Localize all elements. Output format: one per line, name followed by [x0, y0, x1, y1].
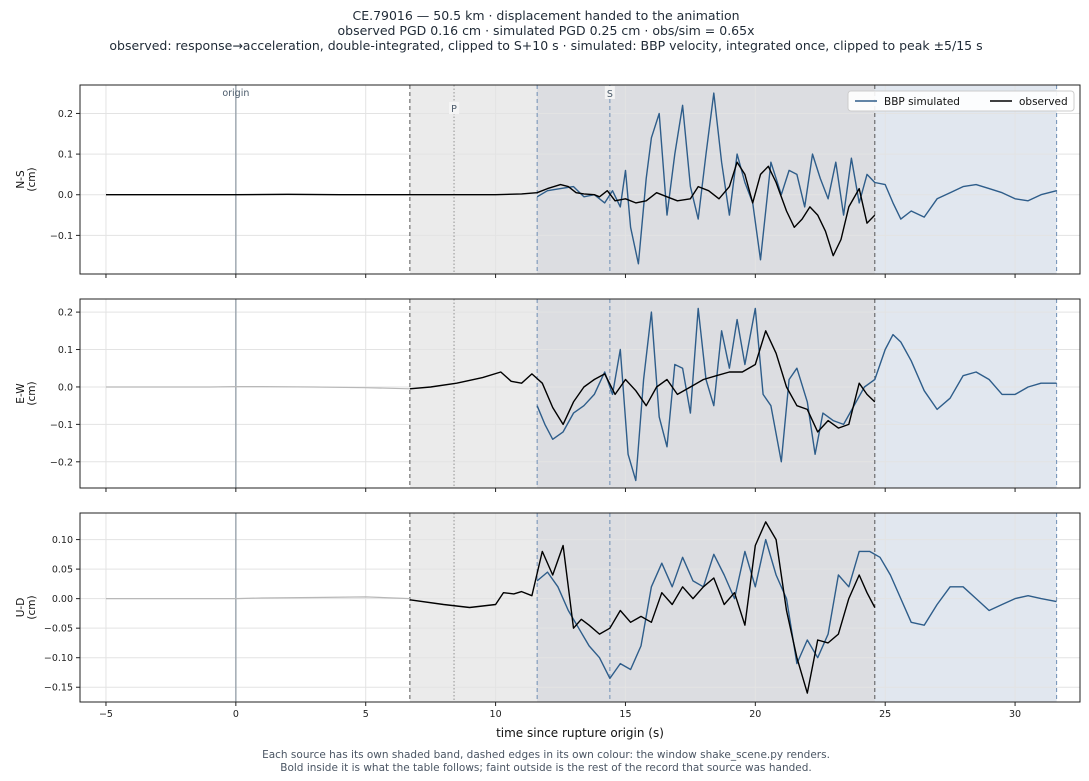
simulated-series-line	[536, 538, 1057, 680]
panel-ns: −0.1 0.0 0.1 0.2 N-S(cm) origin P S BBP simulate…	[15, 84, 1081, 278]
y-axis-label-line: U-D	[15, 598, 27, 618]
legend-label-observed: observed	[1019, 96, 1068, 108]
y-tick-label: 0.1	[58, 345, 73, 356]
y-tick-label: 0.10	[52, 535, 73, 546]
y-axis-label-line: (cm)	[26, 167, 38, 191]
y-tick-label: 0.1	[58, 150, 73, 161]
x-tick-label: 20	[749, 709, 761, 720]
y-tick-label: −0.2	[50, 457, 73, 468]
observed-series-line	[409, 521, 876, 694]
figure-title-line-2: observed PGD 0.16 cm · simulated PGD 0.2…	[338, 23, 755, 38]
y-tick-label: −0.15	[44, 683, 73, 694]
y-tick-label: 0.00	[52, 594, 73, 605]
footer-note-line-2: Bold inside it is what the table follows…	[280, 762, 811, 774]
axes-frame	[79, 298, 1081, 489]
y-axis-label-line: (cm)	[26, 595, 38, 619]
y-tick-label: 0.2	[58, 109, 73, 120]
y-tick-label: −0.05	[44, 624, 73, 635]
x-tick-label: 5	[363, 709, 369, 720]
simulated-series-line	[536, 92, 1057, 265]
p-label-background	[449, 102, 460, 114]
s-label-background	[604, 86, 615, 99]
x-tick-label: 10	[490, 709, 502, 720]
y-tick-label: −0.1	[50, 420, 73, 431]
y-tick-label: −0.1	[50, 231, 73, 242]
panel-ud: −0.15 −0.10 −0.05 0.00 0.05 0.10 −5 0 5 10 15 20 25 3…	[15, 512, 1081, 720]
y-tick-label: 0.05	[52, 565, 73, 576]
overlap-window-band	[537, 299, 875, 488]
s-arrival-label: S	[607, 89, 613, 100]
x-tick-label: 30	[1009, 709, 1021, 720]
y-axis-label-line: N-S	[15, 170, 27, 189]
figure-title-line-1: CE.79016 — 50.5 km · displacement handed…	[352, 8, 739, 23]
y-axis-label-line: (cm)	[26, 381, 38, 405]
x-tick-label: 0	[233, 709, 239, 720]
x-tick-label: 15	[619, 709, 631, 720]
footer-note-line-1: Each source has its own shaded band, das…	[262, 749, 830, 761]
overlap-window-band	[537, 85, 875, 274]
y-tick-label: 0.2	[58, 308, 73, 319]
y-axis-label: U-D(cm)	[15, 595, 38, 619]
y-axis-label: E-W(cm)	[15, 381, 38, 405]
origin-marker-label: origin	[222, 88, 249, 99]
y-axis-label-line: E-W	[15, 383, 27, 404]
figure-title-line-3: observed: response→acceleration, double-…	[109, 38, 982, 53]
observed-series-line	[409, 330, 876, 433]
x-tick-label: 25	[879, 709, 891, 720]
legend-box	[847, 90, 1075, 112]
y-tick-label: 0.0	[58, 382, 73, 393]
axes-frame	[79, 512, 1081, 703]
y-tick-label: 0.0	[58, 190, 73, 201]
observed-series-line	[106, 161, 876, 257]
faint-observed-series	[106, 596, 410, 600]
y-axis-label: N-S(cm)	[15, 167, 38, 191]
legend: BBP simulated observed	[847, 90, 1075, 112]
overlap-window-band	[537, 513, 875, 702]
y-tick-label: −0.10	[44, 653, 73, 664]
faint-observed-series	[106, 386, 410, 390]
panel-ew: −0.2 −0.1 0.0 0.1 0.2 E-W(cm)	[15, 298, 1081, 492]
simulated-series-line	[536, 307, 1057, 482]
axes-frame	[79, 84, 1081, 275]
x-axis-label: time since rupture origin (s)	[496, 726, 664, 740]
legend-label-simulated: BBP simulated	[884, 96, 960, 108]
x-tick-label: −5	[99, 709, 113, 720]
p-arrival-label: P	[451, 104, 457, 115]
